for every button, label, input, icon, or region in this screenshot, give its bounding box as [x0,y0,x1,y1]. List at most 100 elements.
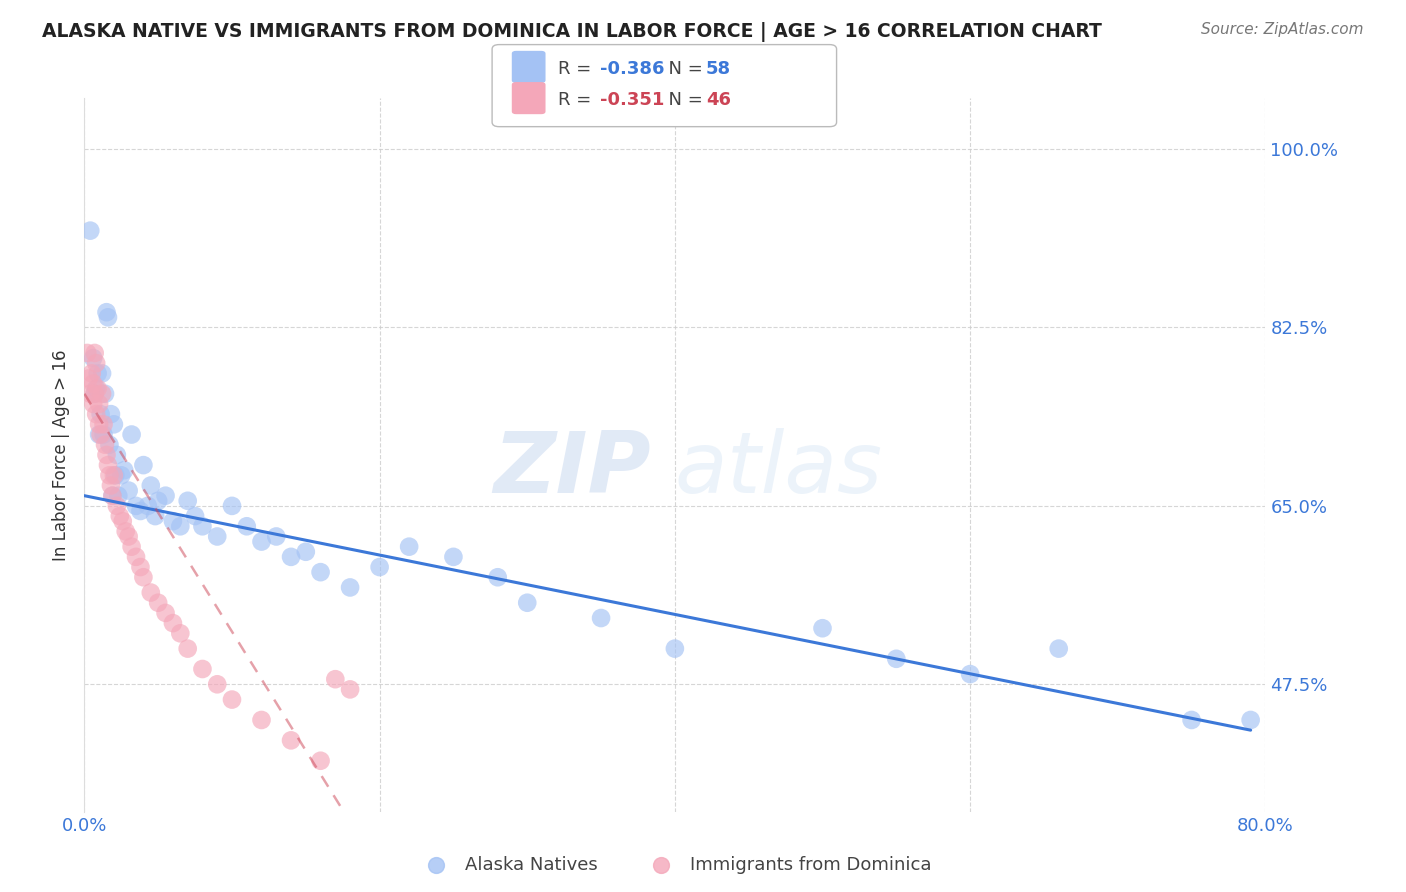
Point [118,483,141,498]
Text: 58: 58 [706,60,731,78]
Point [177,641,200,656]
Point [105,448,128,462]
Point [84,356,107,370]
Point [398,540,420,554]
Point [84,407,107,421]
Point [111,514,134,528]
Text: R =: R = [558,91,598,109]
Point [516,596,538,610]
Point [97,310,120,325]
Point [250,713,273,727]
Point [155,489,177,503]
Point [93,417,115,432]
Point [205,529,228,543]
Point [82,376,104,391]
Point [280,549,302,564]
Point [205,677,228,691]
Point [148,596,170,610]
Point [100,407,122,421]
Point [591,611,613,625]
Text: 46: 46 [706,91,731,109]
Point [107,489,129,503]
Text: ZIP: ZIP [494,427,651,511]
Point [103,468,125,483]
Legend: Alaska Natives, Immigrants from Dominica: Alaska Natives, Immigrants from Dominica [411,849,939,881]
Point [250,534,273,549]
Point [121,540,143,554]
Point [162,514,184,528]
Point [83,386,105,401]
Point [221,692,243,706]
Point [90,427,112,442]
Point [155,606,177,620]
Point [104,468,127,483]
Point [76,346,98,360]
Text: N =: N = [657,60,709,78]
Point [103,417,125,432]
Point [295,545,318,559]
Point [162,616,184,631]
Point [121,427,143,442]
Point [136,499,159,513]
Point [886,652,908,666]
Point [148,493,170,508]
Point [87,417,111,432]
Point [101,489,124,503]
Point [83,386,105,401]
Point [79,386,101,401]
Point [184,509,207,524]
Point [959,667,981,681]
Point [368,560,391,574]
Point [125,549,148,564]
Point [84,382,107,396]
Point [139,478,162,492]
Point [177,493,200,508]
Point [280,733,302,747]
Point [96,448,118,462]
Text: Source: ZipAtlas.com: Source: ZipAtlas.com [1201,22,1364,37]
Point [118,529,141,543]
Point [132,458,155,472]
Point [221,499,243,513]
Point [309,754,332,768]
Point [1180,713,1202,727]
Point [441,549,464,564]
Point [82,397,104,411]
Point [90,407,112,421]
Point [169,626,191,640]
Point [114,524,136,539]
Point [169,519,191,533]
Point [77,371,100,385]
Text: -0.351: -0.351 [600,91,665,109]
Point [79,224,101,238]
Point [83,346,105,360]
Point [82,351,104,365]
Point [91,386,114,401]
Point [87,397,111,411]
Point [110,468,132,483]
Point [91,367,114,381]
Point [323,672,347,686]
Point [80,367,103,381]
Point [93,427,115,442]
Point [98,468,121,483]
Text: -0.386: -0.386 [600,60,665,78]
Point [139,585,162,599]
Point [112,463,135,477]
Point [143,509,166,524]
Point [101,489,124,503]
Point [191,519,214,533]
Point [96,305,118,319]
Text: ALASKA NATIVE VS IMMIGRANTS FROM DOMINICA IN LABOR FORCE | AGE > 16 CORRELATION : ALASKA NATIVE VS IMMIGRANTS FROM DOMINIC… [42,22,1102,42]
Point [1240,713,1263,727]
Point [235,519,259,533]
Point [125,499,148,513]
Point [1047,641,1070,656]
Point [97,458,120,472]
Y-axis label: In Labor Force | Age > 16: In Labor Force | Age > 16 [52,349,70,561]
Point [86,367,108,381]
Point [664,641,686,656]
Text: N =: N = [657,91,709,109]
Point [129,504,152,518]
Point [86,382,108,396]
